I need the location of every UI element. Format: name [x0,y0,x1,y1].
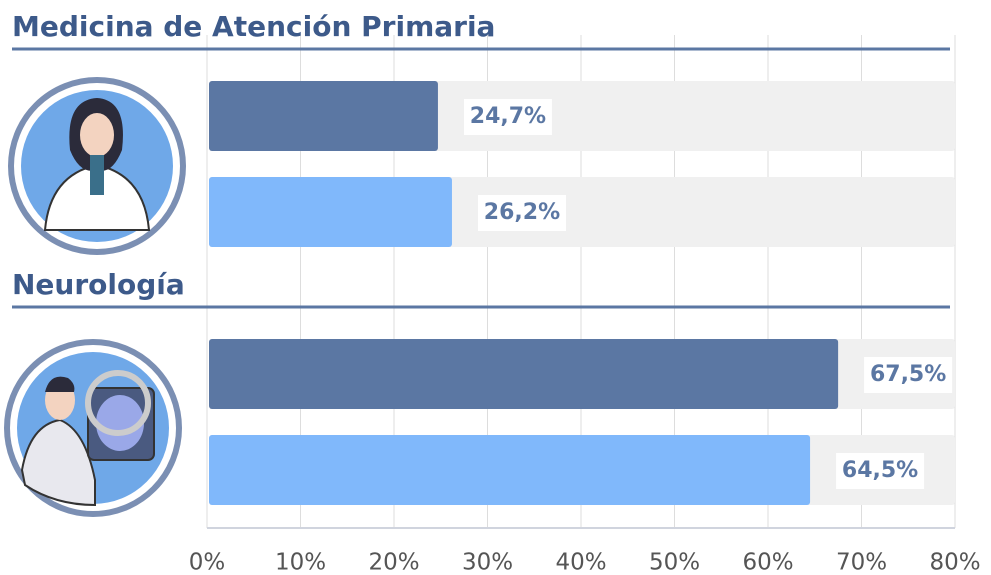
x-tick-label: 80% [929,550,980,575]
bar [209,81,438,151]
x-tick-label: 50% [649,550,700,575]
group-title: Neurología [12,268,185,301]
value-label: 24,7% [470,104,546,129]
value-label: 26,2% [484,200,560,225]
value-label: 64,5% [842,458,918,483]
value-label-box [477,195,566,231]
x-tick-label: 60% [742,550,793,575]
value-label: 67,5% [870,362,946,387]
value-label-box [864,357,953,393]
x-tick-label: 30% [462,550,513,575]
neurologist-avatar [4,339,182,517]
group-title: Medicina de Atención Primaria [12,10,495,43]
x-tick-label: 0% [189,550,226,575]
bar [209,435,811,505]
x-tick-label: 70% [836,550,887,575]
doctor-avatar [8,77,186,255]
x-tick-label: 10% [275,550,326,575]
x-tick-label: 20% [368,550,419,575]
bar [209,339,839,409]
value-label-box [836,453,925,489]
x-tick-label: 40% [555,550,606,575]
bar [209,177,452,247]
value-label-box [463,99,552,135]
